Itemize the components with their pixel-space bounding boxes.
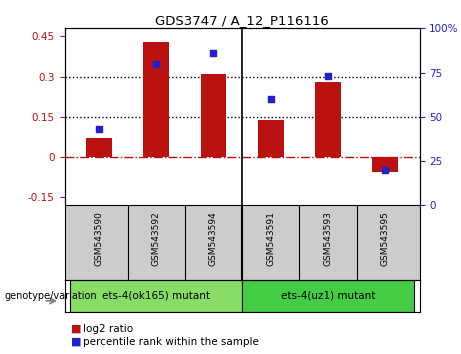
Text: ■: ■ (71, 337, 82, 347)
Text: GSM543593: GSM543593 (324, 211, 332, 266)
Bar (201, 74, 226, 157)
Text: GSM543595: GSM543595 (381, 211, 390, 266)
Bar (70, 280, 242, 312)
Bar (242, 280, 414, 312)
Bar (315, 82, 341, 157)
Bar (143, 42, 169, 157)
Point (210, 50, 217, 56)
Text: ■: ■ (71, 324, 82, 333)
Bar (258, 120, 284, 157)
Point (153, 61, 160, 67)
Bar (372, 157, 398, 172)
Text: genotype/variation: genotype/variation (5, 291, 97, 301)
Text: log2 ratio: log2 ratio (83, 324, 133, 333)
Title: GDS3747 / A_12_P116116: GDS3747 / A_12_P116116 (155, 14, 329, 27)
Point (95, 126, 103, 132)
Point (267, 96, 274, 102)
Text: GSM543591: GSM543591 (266, 211, 275, 266)
Point (381, 167, 389, 173)
Text: ets-4(uz1) mutant: ets-4(uz1) mutant (281, 291, 375, 301)
Text: GSM543592: GSM543592 (152, 211, 160, 266)
Text: percentile rank within the sample: percentile rank within the sample (83, 337, 259, 347)
Text: ets-4(ok165) mutant: ets-4(ok165) mutant (102, 291, 210, 301)
Text: GSM543594: GSM543594 (209, 211, 218, 266)
Text: GSM543590: GSM543590 (95, 211, 103, 266)
Bar (86, 138, 112, 157)
Point (324, 73, 331, 79)
